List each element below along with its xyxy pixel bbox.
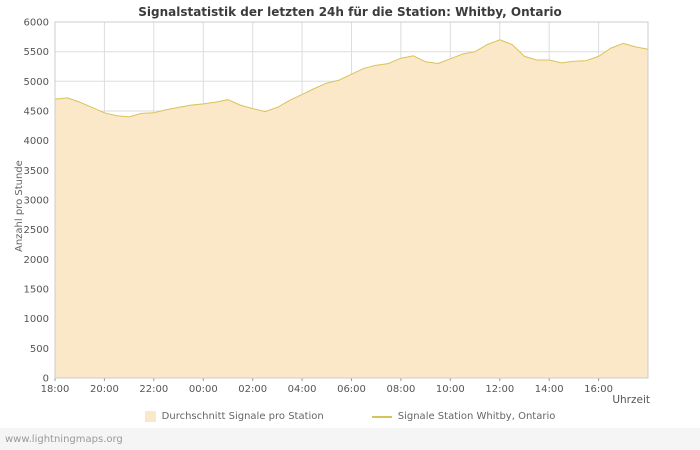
svg-text:18:00: 18:00 bbox=[41, 384, 70, 395]
svg-text:08:00: 08:00 bbox=[386, 384, 415, 395]
svg-text:12:00: 12:00 bbox=[485, 384, 514, 395]
svg-text:6000: 6000 bbox=[24, 18, 49, 29]
svg-text:3000: 3000 bbox=[24, 196, 49, 207]
svg-text:16:00: 16:00 bbox=[584, 384, 613, 395]
svg-text:1500: 1500 bbox=[24, 285, 49, 296]
legend-item-average: Durchschnitt Signale pro Station bbox=[144, 411, 324, 422]
x-axis-label: Uhrzeit bbox=[612, 394, 650, 406]
svg-text:4500: 4500 bbox=[24, 107, 49, 118]
svg-text:3500: 3500 bbox=[24, 166, 49, 177]
svg-text:02:00: 02:00 bbox=[238, 384, 267, 395]
svg-text:04:00: 04:00 bbox=[288, 384, 317, 395]
area-swatch bbox=[144, 411, 156, 422]
svg-text:1000: 1000 bbox=[24, 314, 49, 325]
svg-text:14:00: 14:00 bbox=[535, 384, 564, 395]
svg-text:4000: 4000 bbox=[24, 136, 49, 147]
svg-text:2000: 2000 bbox=[24, 255, 49, 266]
legend-label-station: Signale Station Whitby, Ontario bbox=[397, 411, 556, 422]
chart-title: Signalstatistik der letzten 24h für die … bbox=[138, 5, 562, 19]
svg-text:0: 0 bbox=[43, 374, 49, 385]
svg-text:500: 500 bbox=[30, 344, 49, 355]
legend-item-station: Signale Station Whitby, Ontario bbox=[371, 411, 556, 422]
legend: Durchschnitt Signale pro Station Signale… bbox=[0, 411, 700, 422]
svg-text:06:00: 06:00 bbox=[337, 384, 366, 395]
watermark-link[interactable]: www.lightningmaps.org bbox=[5, 434, 123, 445]
line-swatch bbox=[371, 415, 392, 418]
svg-text:5500: 5500 bbox=[24, 47, 49, 58]
svg-text:5000: 5000 bbox=[24, 77, 49, 88]
legend-label-average: Durchschnitt Signale pro Station bbox=[161, 411, 324, 422]
svg-text:2500: 2500 bbox=[24, 225, 49, 236]
svg-text:22:00: 22:00 bbox=[139, 384, 168, 395]
svg-text:00:00: 00:00 bbox=[189, 384, 218, 395]
svg-text:20:00: 20:00 bbox=[90, 384, 119, 395]
footer-strip bbox=[0, 428, 700, 450]
svg-text:10:00: 10:00 bbox=[436, 384, 465, 395]
